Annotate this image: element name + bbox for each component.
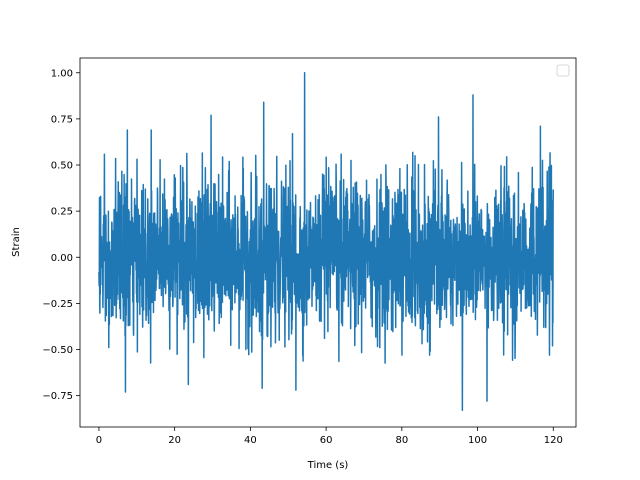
y-tick-label: −0.50 [42,345,73,356]
y-tick-label: 0.75 [51,114,73,125]
strain-series-line [98,72,555,412]
legend-box [556,64,570,77]
x-tick-label: 0 [96,435,102,446]
y-tick-label: 0.00 [51,253,73,264]
y-tick-label: −0.75 [42,391,73,402]
x-tick-label: 100 [468,435,487,446]
x-axis: 0 20 40 60 80 100 120 [96,427,563,446]
x-tick-label: 40 [244,435,257,446]
x-tick-label: 20 [168,435,181,446]
x-tick-label: 60 [320,435,333,446]
plot-frame [79,57,577,428]
x-axis-label: Time (s) [307,460,349,471]
plot-layer [98,72,555,412]
y-tick-label: 1.00 [51,68,73,79]
y-tick-label: 0.25 [51,207,73,218]
x-tick-label: 120 [544,435,563,446]
y-tick-label: 0.50 [51,161,73,172]
y-axis: −0.75 −0.50 −0.25 0.00 0.25 0.50 0.75 1.00 [42,68,80,402]
y-tick-label: −0.25 [42,299,73,310]
x-tick-label: 80 [395,435,408,446]
y-axis-label: Strain [11,227,22,257]
